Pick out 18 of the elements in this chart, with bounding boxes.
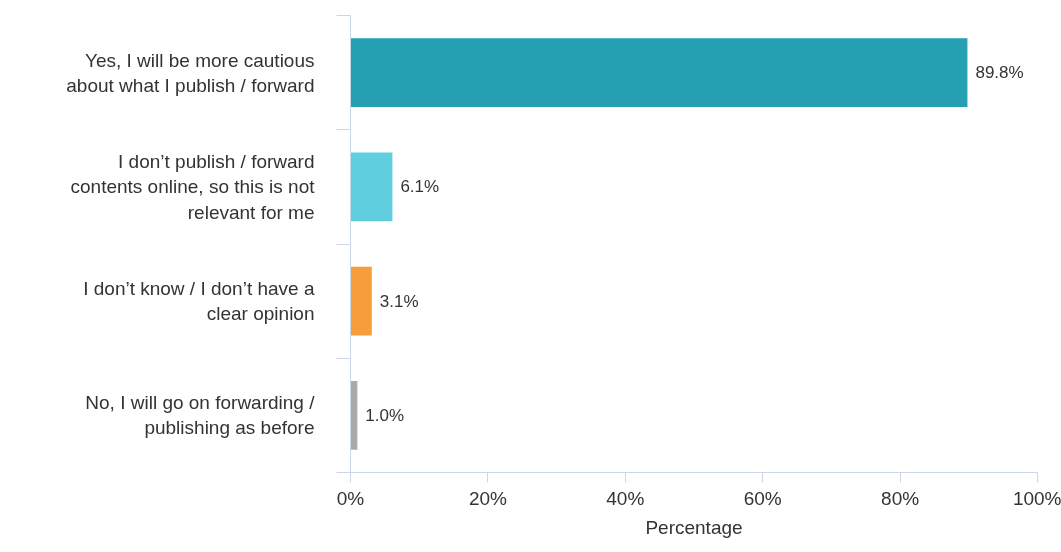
data-label: 1.0% bbox=[365, 405, 405, 425]
x-tick-label: 60% bbox=[743, 487, 782, 509]
data-label: 6.1% bbox=[400, 177, 440, 197]
x-axis-title: Percentage bbox=[645, 516, 743, 538]
y-tick-label: I don’t know / I don’t have a clear opinion bbox=[83, 278, 315, 325]
y-tick-label: No, I will go on forwarding / publishing as before bbox=[85, 392, 316, 439]
data-label: 89.8% bbox=[975, 63, 1024, 83]
y-tick-label: Yes, I will be more cautious about what I publish / forward bbox=[66, 49, 315, 96]
x-tick-label: 40% bbox=[606, 487, 645, 509]
x-tick-label: 0% bbox=[336, 487, 365, 509]
bar bbox=[350, 266, 372, 336]
x-tick-label: 20% bbox=[468, 487, 508, 509]
data-label: 3.1% bbox=[379, 291, 419, 311]
bar bbox=[350, 152, 393, 222]
bar bbox=[350, 38, 968, 107]
x-tick-label: 100% bbox=[1012, 487, 1061, 509]
x-tick-label: 80% bbox=[881, 487, 920, 509]
y-tick-label: I don’t publish / forward contents online, so this is not relevant for me bbox=[70, 151, 316, 223]
